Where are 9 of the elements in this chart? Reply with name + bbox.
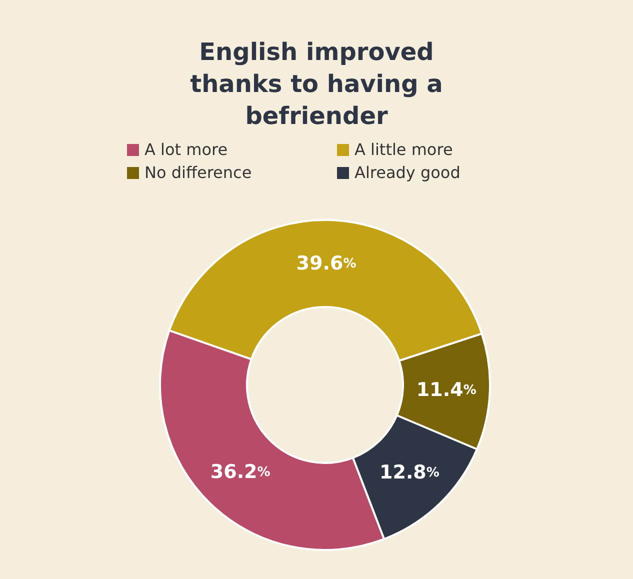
legend-label: Already good bbox=[354, 163, 460, 182]
data-label: 36.2% bbox=[210, 461, 270, 484]
legend-label: A lot more bbox=[144, 140, 228, 159]
legend-label: A little more bbox=[354, 140, 453, 159]
data-label: 11.4% bbox=[416, 379, 476, 402]
legend-label: No difference bbox=[144, 163, 252, 182]
chart-title: English improved thanks to having a befriender bbox=[189, 37, 444, 132]
data-label: 39.6% bbox=[296, 252, 356, 275]
data-label: 12.8% bbox=[380, 461, 440, 484]
